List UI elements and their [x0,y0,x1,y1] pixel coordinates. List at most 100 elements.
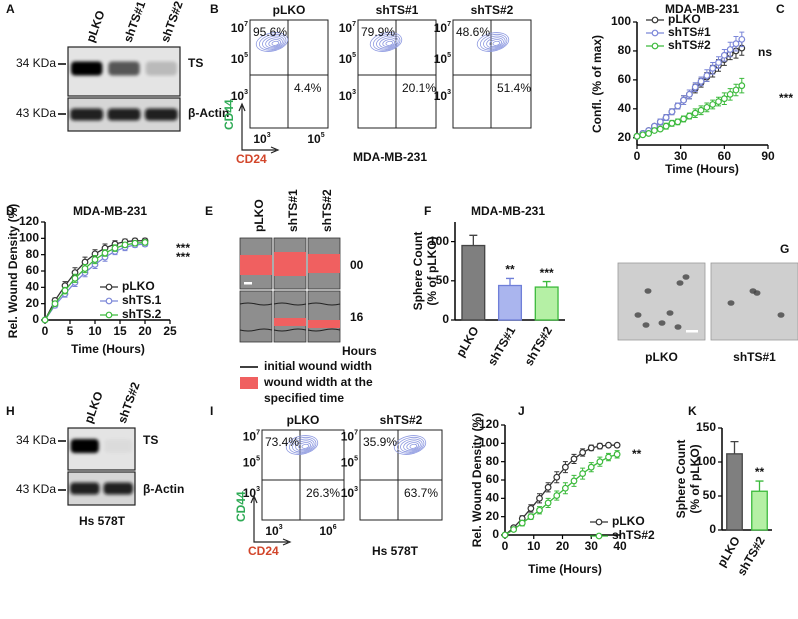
sphere [682,274,690,280]
tick-exponent: 3 [354,486,358,493]
marker [570,455,578,463]
tick-base: 10 [319,524,333,538]
column-label: shTS#2 [320,189,334,232]
legend-label: pLKO [122,279,155,293]
quadrant-percent: 48.6% [456,25,490,39]
marker [613,441,621,449]
x-axis-label: Time (Hours) [665,162,739,176]
tick-base: 10 [341,456,355,470]
tick-label: 103 [253,132,270,146]
image-caption: shTS#1 [733,350,776,364]
y-axis-label: Sphere Count [674,440,688,519]
marker [121,241,129,249]
legend-label: initial wound width [264,359,372,373]
error-bar [542,280,551,288]
contour [486,37,504,49]
marker [527,513,535,521]
x-tick-label: 0 [634,149,641,163]
sphere [674,324,682,330]
error-bar [469,234,478,246]
wound-image [239,290,273,343]
tick-base: 10 [253,132,267,146]
legend-label: pLKO [668,12,701,26]
tick-base: 10 [231,52,245,66]
panel-letter: C [776,2,785,16]
marker [633,132,641,140]
marker [662,122,670,130]
column-label: pLKO [252,199,266,232]
x-axis-label: CD24 [248,544,279,558]
row-unit: Hours [342,344,377,358]
marker [697,106,705,114]
panel-letter: G [780,242,789,256]
y-tick-label: 20 [618,130,632,144]
contour [379,37,397,49]
panel-letter: B [210,2,219,16]
tick-label: 103 [231,89,248,103]
wound-band [308,320,340,328]
tick-exponent: 5 [447,52,451,59]
row-label: 16 [350,310,364,324]
marker [715,59,722,66]
contour [292,438,315,453]
contour [376,35,399,50]
bar [726,453,743,531]
marker [732,86,740,94]
marker [709,64,717,72]
marker [709,101,717,108]
panel-letter: I [210,404,213,418]
quadrant-percent: 95.6% [253,25,287,39]
band [70,482,100,495]
annotation: ** [755,465,765,479]
wound-band [274,252,306,276]
marker [691,109,699,117]
tick-base: 10 [243,456,257,470]
y-axis-label: (% of pLKO) [425,236,439,305]
quadrant-percent: 35.9% [363,435,397,449]
arrow-head [250,494,292,546]
tick-base: 10 [341,486,355,500]
bar [751,490,768,531]
sphere [642,322,650,328]
marker [703,103,711,111]
quadrant-percent: 20.1% [402,81,436,95]
contour [372,33,401,51]
marker [596,458,604,466]
tick-exponent: 7 [244,21,248,28]
y-tick-label: 100 [479,436,499,450]
band [108,61,140,76]
tick-exponent: 5 [321,132,325,139]
y-axis-label: Confl. (% of max) [590,35,604,133]
image-caption: pLKO [645,350,678,364]
axis-arrow [241,106,276,151]
tick-base: 10 [243,430,257,444]
wound-band [308,254,340,273]
error-bar [755,480,764,492]
y-tick-label: 0 [442,312,449,326]
y-tick-label: 100 [19,231,39,245]
y-axis-label: (% of pLKO) [688,444,702,513]
x-tick-label: 0 [42,324,49,338]
marker [536,506,543,514]
x-axis-label: Time (Hours) [528,562,602,576]
panel-letter: K [688,404,697,418]
marker [101,249,109,257]
panel-letter: J [518,404,525,418]
axis-arrow [253,498,288,543]
marker [544,499,552,507]
y-tick-label: 0 [32,312,39,326]
contour [258,33,287,51]
contour [382,39,395,48]
marker [726,46,734,53]
contour [268,39,281,48]
y-tick-label: 80 [486,454,500,468]
annotation: *** [176,241,190,255]
band [70,108,104,121]
bar [461,244,486,321]
sphere [727,300,735,306]
y-tick-label: 20 [486,509,500,523]
marker [726,90,734,98]
tick-label: 103 [339,89,356,103]
marker [656,125,664,133]
